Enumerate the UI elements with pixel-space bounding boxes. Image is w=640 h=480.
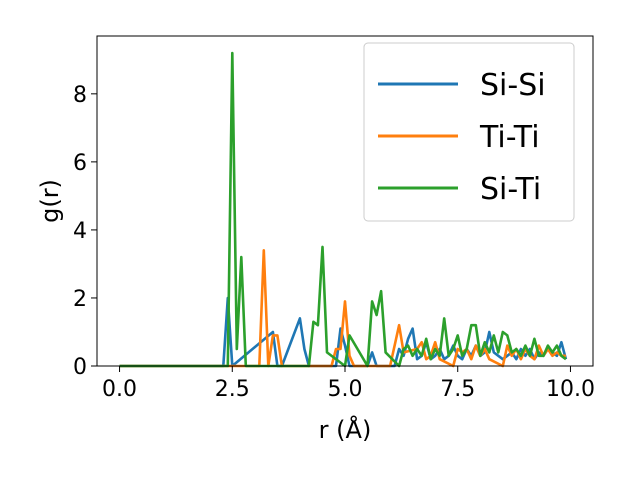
y-tick-label: 8 — [73, 83, 87, 108]
x-tick-label: 0.0 — [102, 377, 137, 402]
x-tick-label: 2.5 — [215, 377, 250, 402]
y-axis-label: g(r) — [36, 179, 64, 223]
x-tick-label: 10.0 — [546, 377, 595, 402]
axis-ticks: 0.0 2.5 5.0 7.5 10.0 0 2 4 6 8 — [73, 83, 595, 402]
legend-label-si-si: Si-Si — [480, 68, 546, 103]
x-axis-label: r (Å) — [319, 415, 372, 444]
legend-label-si-ti: Si-Ti — [480, 172, 541, 207]
y-tick-label: 6 — [73, 151, 87, 176]
y-tick-label: 4 — [73, 219, 87, 244]
x-tick-label: 5.0 — [328, 377, 363, 402]
legend-box — [363, 42, 575, 222]
series-line-si-ti — [119, 51, 567, 368]
legend-label-ti-ti: Ti-Ti — [479, 120, 540, 155]
x-tick-label: 7.5 — [440, 377, 475, 402]
y-tick-label: 0 — [73, 355, 87, 380]
legend: Si-Si Ti-Ti Si-Ti — [363, 42, 575, 222]
y-tick-label: 2 — [73, 287, 87, 312]
